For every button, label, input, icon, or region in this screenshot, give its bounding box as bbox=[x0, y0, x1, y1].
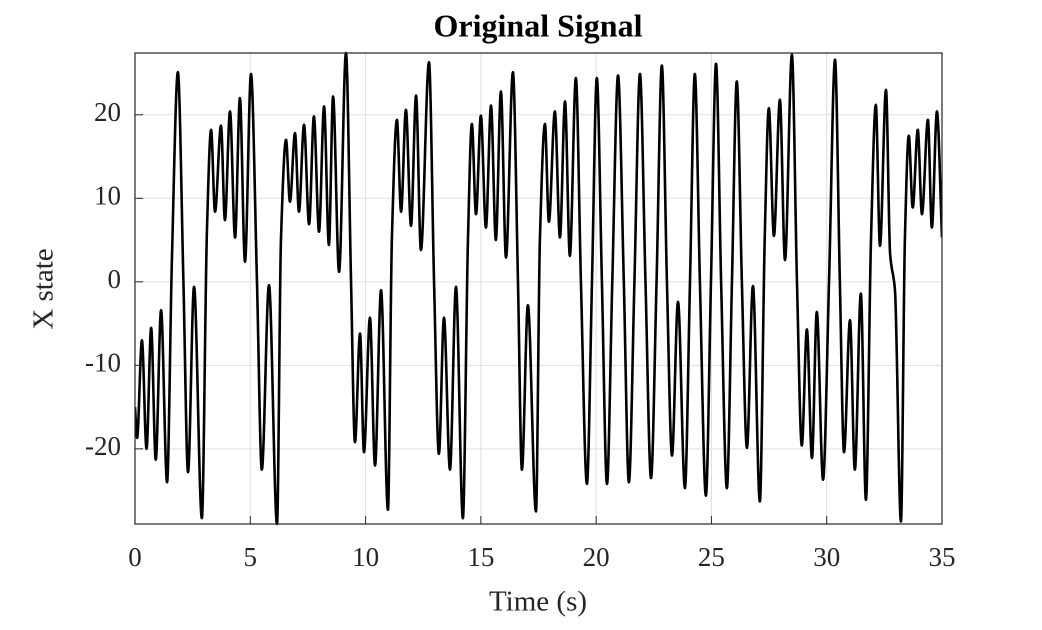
x-tick-label: 20 bbox=[583, 542, 610, 572]
chart-title: Original Signal bbox=[434, 7, 643, 43]
y-tick-label: 0 bbox=[108, 264, 122, 294]
x-tick-label: 5 bbox=[244, 542, 258, 572]
x-tick-label: 25 bbox=[698, 542, 725, 572]
x-tick-label: 35 bbox=[929, 542, 956, 572]
plot-frame bbox=[134, 52, 943, 525]
y-tick-label: -20 bbox=[85, 431, 121, 461]
x-tick-label: 15 bbox=[467, 542, 494, 572]
signal-line bbox=[135, 51, 942, 526]
y-axis-label: X state bbox=[28, 248, 60, 329]
y-tick-label: -10 bbox=[85, 348, 121, 378]
x-axis-label: Time (s) bbox=[489, 586, 587, 618]
x-tick-label: 30 bbox=[813, 542, 840, 572]
y-tick-label: 20 bbox=[94, 97, 121, 127]
x-tick-label: 0 bbox=[128, 542, 142, 572]
y-tick-label: 10 bbox=[94, 181, 121, 211]
x-tick-label: 10 bbox=[352, 542, 379, 572]
